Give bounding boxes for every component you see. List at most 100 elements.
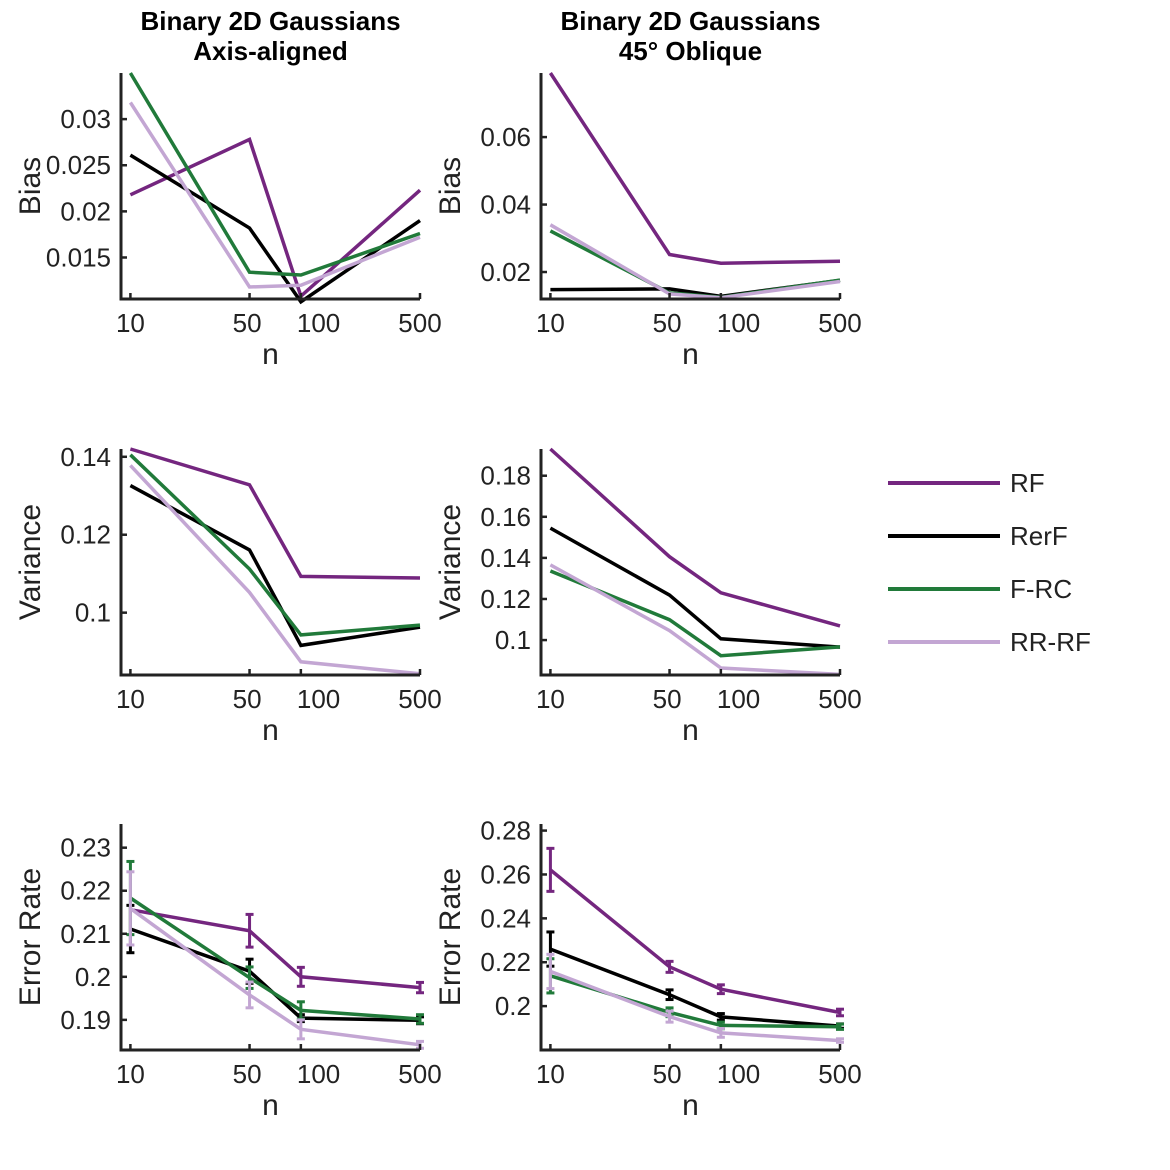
error-bar [665,988,674,1002]
legend-item: F-RC [888,574,1072,604]
x-axis-label: n [262,1089,279,1122]
y-tick-label: 0.1 [75,598,111,628]
x-tick-label: 50 [653,1059,682,1089]
legend-label: RerF [1010,521,1068,551]
x-tick-label: 10 [536,684,565,714]
error-bar [716,1012,725,1022]
series-line-RF [129,136,422,300]
error-bar [416,1013,424,1025]
x-axis-label: n [682,338,699,371]
x-tick-label: 10 [116,684,145,714]
x-tick-label: 10 [536,1059,565,1089]
series-line-RR-RF [549,223,841,300]
y-tick-label: 0.06 [480,122,531,152]
x-axis-label: n [262,338,279,371]
x-tick-label: 100 [297,308,340,338]
x-tick-label: 10 [536,308,565,338]
legend-label: F-RC [1010,574,1072,604]
y-tick-label: 0.19 [60,1005,111,1035]
chart-panel: 0.19 0.2 0.21 0.22 0.23 10 50 100 500 n Error Rate [14,824,442,1122]
x-tick-label: 50 [653,308,682,338]
legend-item: RF [888,468,1045,498]
series-line-RR-RF [129,464,421,676]
series-line-RF [549,868,841,1015]
series-line-RR-RF [549,969,841,1043]
error-bar [716,1026,725,1039]
y-tick-label: 0.18 [480,461,531,491]
legend: RF RerF F-RC RR-RF [888,468,1091,657]
y-tick-label: 0.2 [75,962,111,992]
series-line-F-RC [129,896,421,1021]
series-line-F-RC [128,72,421,277]
series-line-RF [549,447,841,628]
x-tick-label: 10 [116,308,145,338]
x-tick-label: 50 [233,684,262,714]
x-tick-label: 10 [116,1059,145,1089]
y-tick-label: 0.2 [495,991,531,1021]
y-axis-label: Error Rate [434,868,467,1006]
y-tick-label: 0.14 [60,442,111,472]
series-line-RerF [549,526,841,649]
y-tick-label: 0.26 [480,859,531,889]
y-tick-label: 0.015 [46,242,111,272]
y-tick-label: 0.24 [480,903,531,933]
chart-title: Axis-aligned [193,36,348,66]
series-line-RR-RF [129,906,421,1047]
legend-label: RR-RF [1010,627,1091,657]
error-bar [836,1022,844,1031]
y-tick-label: 0.22 [60,876,111,906]
legend-label: RF [1010,468,1045,498]
error-bar [546,952,555,991]
y-tick-label: 0.22 [480,947,531,977]
series-line-F-RC [549,569,841,658]
chart-title: 45° Oblique [619,36,762,66]
y-tick-label: 0.1 [495,625,531,655]
error-bar [836,1037,844,1044]
error-bar [296,1018,305,1041]
y-tick-label: 0.02 [480,257,531,287]
error-bar [716,983,725,996]
x-tick-label: 500 [818,684,861,714]
error-bar [665,1009,674,1024]
y-tick-label: 0.14 [480,543,531,573]
y-tick-label: 0.28 [480,816,531,846]
x-axis-label: n [262,714,279,747]
y-tick-label: 0.02 [60,196,111,226]
x-tick-label: 500 [398,1059,441,1089]
x-tick-label: 100 [297,684,340,714]
chart-panel: 0.2 0.22 0.24 0.26 0.28 10 50 100 500 n Error Rate [434,816,862,1122]
x-tick-label: 100 [717,1059,760,1089]
y-tick-label: 0.025 [46,150,111,180]
error-bar [416,980,424,995]
series-line-RF [129,447,421,580]
x-tick-label: 100 [717,308,760,338]
legend-item: RR-RF [888,627,1091,657]
series-line-RR-RF [128,101,421,289]
series-line-F-RC [549,974,841,1029]
chart-title: Binary 2D Gaussians [140,6,400,36]
x-axis-label: n [682,714,699,747]
series-line-RerF [129,927,421,1023]
y-axis-label: Bias [434,157,467,215]
error-bar [665,959,674,974]
y-axis-label: Error Rate [14,868,47,1006]
series-line-RR-RF [549,563,841,677]
x-tick-label: 500 [398,308,441,338]
x-tick-label: 500 [818,1059,861,1089]
x-tick-label: 500 [398,684,441,714]
y-tick-label: 0.23 [60,833,111,863]
series-line-RF [548,72,841,265]
y-tick-label: 0.03 [60,104,111,134]
error-bar [296,965,305,988]
x-tick-label: 50 [653,684,682,714]
series-line-RF [130,907,421,990]
x-tick-label: 50 [233,1059,262,1089]
y-tick-label: 0.16 [480,502,531,532]
x-tick-label: 50 [233,308,262,338]
y-axis-label: Variance [434,504,467,620]
error-bar [546,846,555,893]
x-tick-label: 500 [818,308,861,338]
